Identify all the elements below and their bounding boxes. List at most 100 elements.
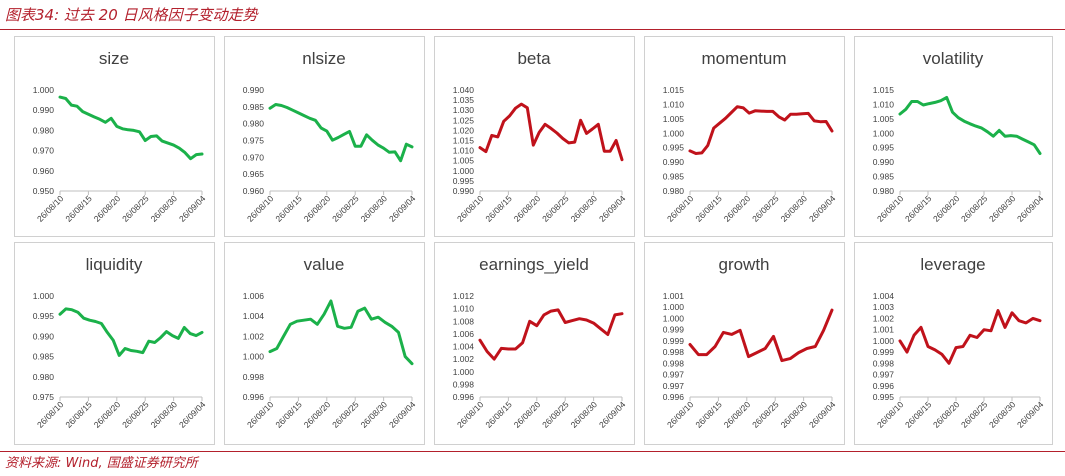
y-tick-label: 1.005: [663, 114, 685, 124]
y-tick-label: 0.999: [873, 347, 895, 357]
y-tick-label: 0.980: [873, 186, 895, 196]
y-tick-label: 0.995: [873, 392, 895, 402]
y-tick-label: 0.995: [663, 143, 685, 153]
y-tick-label: 1.002: [243, 331, 265, 341]
x-tick-label: 26/08/25: [120, 399, 151, 430]
x-tick-label: 26/09/04: [807, 399, 838, 430]
y-tick-label: 0.995: [873, 143, 895, 153]
y-tick-label: 1.006: [453, 329, 475, 339]
y-tick-label: 0.960: [243, 186, 265, 196]
y-tick-label: 0.995: [33, 311, 55, 321]
y-tick-label: 1.008: [453, 316, 475, 326]
series-line: [268, 299, 414, 366]
x-tick-label: 26/08/15: [63, 193, 94, 224]
x-tick-label: 26/08/10: [35, 193, 66, 224]
y-tick-label: 1.000: [873, 128, 895, 138]
figure-title: 图表34: 过去 20 日风格因子变动走势: [5, 6, 258, 24]
y-tick-label: 1.005: [873, 114, 895, 124]
y-tick-label: 0.975: [33, 392, 55, 402]
x-tick-label: 26/08/15: [273, 193, 304, 224]
y-tick-label: 0.998: [663, 358, 685, 368]
chart-growth: growth0.9960.9970.9970.9980.9980.9990.99…: [644, 242, 845, 445]
y-tick-label: 0.950: [33, 186, 55, 196]
x-tick-label: 26/08/10: [875, 193, 906, 224]
chart-frame: [434, 242, 635, 445]
y-tick-label: 0.975: [243, 136, 265, 146]
x-tick-label: 26/08/30: [987, 399, 1018, 430]
x-tick-label: 26/08/25: [540, 399, 571, 430]
chart-title: growth: [718, 255, 769, 274]
footer-divider: [0, 451, 1065, 452]
y-tick-label: 1.010: [873, 99, 895, 109]
x-tick-label: 26/08/20: [931, 193, 962, 224]
y-tick-label: 0.980: [33, 125, 55, 135]
x-tick-label: 26/09/04: [807, 193, 838, 224]
y-tick-label: 1.000: [663, 313, 685, 323]
y-tick-label: 0.970: [243, 152, 265, 162]
chart-title: volatility: [923, 49, 984, 68]
x-tick-label: 26/08/15: [63, 399, 94, 430]
x-tick-label: 26/08/30: [149, 193, 180, 224]
chart-liquidity: liquidity 0.975 0.980 0.985 0.990 0.995 1.000 2…: [14, 242, 215, 445]
chart-title: beta: [517, 49, 551, 68]
y-tick-label: 1.006: [243, 291, 265, 301]
y-tick-label: 0.985: [873, 172, 895, 182]
x-tick-label: 26/09/04: [387, 193, 418, 224]
y-tick-label: 0.965: [243, 169, 265, 179]
chart-frame: [224, 36, 425, 237]
x-tick-label: 26/09/04: [1015, 399, 1046, 430]
x-tick-label: 26/09/04: [1015, 193, 1046, 224]
x-tick-label: 26/08/25: [120, 193, 151, 224]
y-tick-label: 0.980: [33, 372, 55, 382]
y-tick-label: 1.000: [453, 166, 475, 176]
x-tick-label: 26/08/30: [987, 193, 1018, 224]
x-tick-label: 26/09/04: [177, 193, 208, 224]
series-line: [478, 102, 624, 162]
y-tick-label: 0.998: [663, 347, 685, 357]
x-tick-label: 26/08/10: [245, 193, 276, 224]
y-tick-label: 1.035: [453, 95, 475, 105]
x-tick-label: 26/08/10: [665, 193, 696, 224]
chart-earnings-yield: earnings_yield 0.996 0.998 1.000 1.002 1.004 1…: [434, 242, 635, 445]
chart-frame: [14, 36, 215, 237]
y-tick-label: 1.000: [453, 367, 475, 377]
x-tick-label: 26/08/20: [302, 193, 333, 224]
chart-frame: [644, 36, 845, 237]
x-tick-label: 26/08/15: [903, 193, 934, 224]
chart-frame: [14, 242, 215, 445]
x-tick-label: 26/08/10: [245, 399, 276, 430]
y-tick-label: 1.010: [453, 304, 475, 314]
chart-frame: [854, 36, 1053, 237]
y-tick-label: 0.999: [663, 325, 685, 335]
x-tick-label: 26/08/30: [359, 193, 390, 224]
source-note: 资料来源: Wind, 国盛证券研究所: [5, 456, 198, 471]
y-tick-label: 0.985: [663, 172, 685, 182]
chart-title: momentum: [701, 49, 786, 68]
y-tick-label: 1.005: [453, 156, 475, 166]
series-line: [898, 96, 1042, 155]
y-tick-label: 0.997: [663, 381, 685, 391]
y-tick-label: 0.996: [663, 392, 685, 402]
y-tick-label: 0.960: [33, 166, 55, 176]
y-tick-label: 1.002: [453, 354, 475, 364]
y-tick-label: 1.010: [663, 99, 685, 109]
x-tick-label: 26/08/20: [722, 399, 753, 430]
y-tick-label: 0.996: [453, 392, 475, 402]
chart-title: nlsize: [302, 49, 345, 68]
y-tick-label: 0.997: [663, 370, 685, 380]
chart-title: liquidity: [86, 255, 143, 274]
x-tick-label: 26/08/30: [359, 399, 390, 430]
y-tick-label: 1.000: [243, 352, 265, 362]
series-line: [478, 308, 624, 361]
x-tick-label: 26/08/20: [512, 193, 543, 224]
x-tick-label: 26/08/20: [931, 399, 962, 430]
y-tick-label: 1.001: [663, 291, 685, 301]
y-tick-label: 0.990: [33, 105, 55, 115]
x-tick-label: 26/08/15: [483, 399, 514, 430]
x-tick-label: 26/09/04: [597, 193, 628, 224]
y-tick-label: 1.030: [453, 105, 475, 115]
chart-momentum: momentum 0.980 0.985 0.990 0.995 1.000 1.005 1.…: [644, 36, 845, 237]
chart-size: size 0.950 0.960 0.970 0.980 0.990 1.000 26/08/…: [14, 36, 215, 237]
x-tick-label: 26/08/15: [693, 193, 724, 224]
chart-nlsize: nlsize 0.960 0.965 0.970 0.975 0.980 0.985 0.99…: [224, 36, 425, 237]
